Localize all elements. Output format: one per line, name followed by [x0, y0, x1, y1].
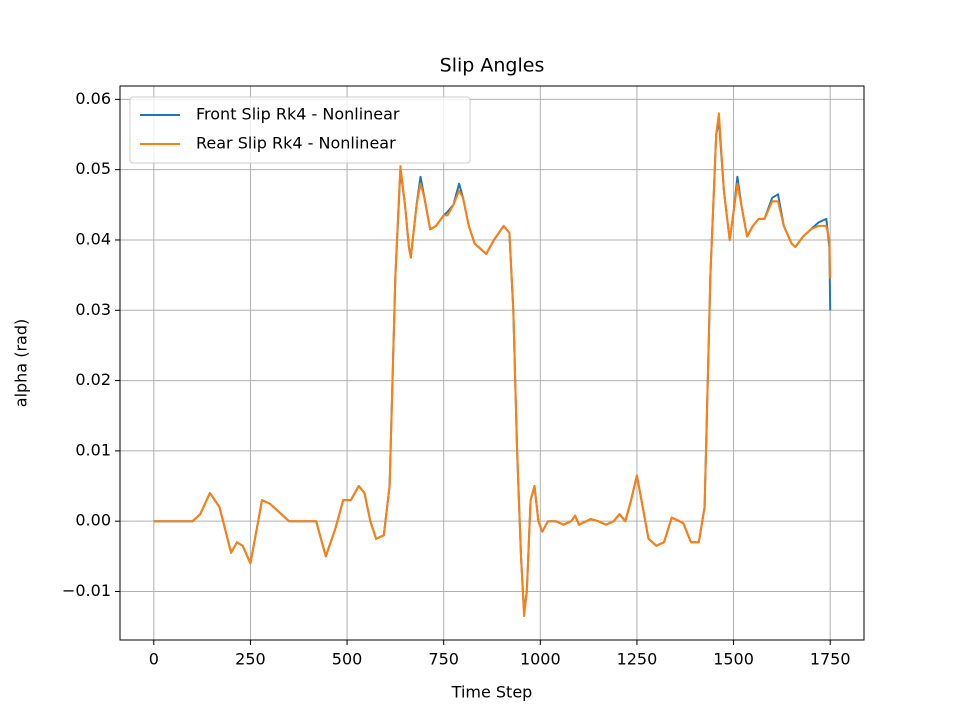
legend-label: Front Slip Rk4 - Nonlinear: [196, 105, 400, 124]
x-axis-label: Time Step: [451, 683, 533, 702]
x-tick-label: 1750: [810, 650, 851, 669]
x-tick-label: 0: [149, 650, 159, 669]
series-line: [153, 112, 832, 618]
x-tick-label: 250: [235, 650, 266, 669]
x-tick-label: 500: [332, 650, 363, 669]
y-tick-label: 0.06: [75, 89, 111, 108]
legend-label: Rear Slip Rk4 - Nonlinear: [196, 134, 396, 153]
x-tick-label: 1000: [520, 650, 561, 669]
plot-frame: [119, 85, 865, 641]
y-tick-label: 0.05: [75, 159, 111, 178]
y-tick-label: 0.02: [75, 370, 111, 389]
y-tick-label: 0.01: [75, 440, 111, 459]
legend-box: [129, 96, 471, 164]
y-axis-label: alpha (rad): [12, 319, 31, 407]
chart-title: Slip Angles: [440, 55, 545, 77]
y-tick-label: 0.00: [75, 511, 111, 530]
x-tick-label: 1500: [713, 650, 754, 669]
x-tick-label: 1250: [617, 650, 658, 669]
y-tick-label: 0.04: [75, 229, 111, 248]
y-tick-label: −0.01: [62, 581, 111, 600]
x-tick-label: 750: [428, 650, 459, 669]
y-tick-label: 0.03: [75, 300, 111, 319]
